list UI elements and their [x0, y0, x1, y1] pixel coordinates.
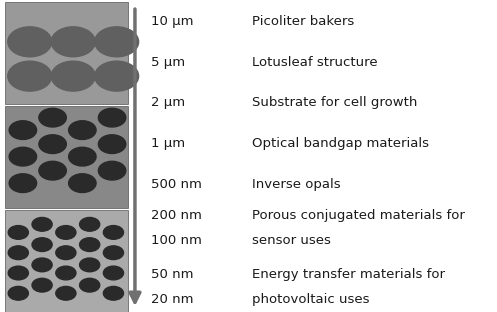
Text: sensor uses: sensor uses [251, 234, 331, 247]
Circle shape [32, 238, 52, 251]
Circle shape [8, 246, 28, 260]
FancyBboxPatch shape [4, 2, 128, 104]
Text: Porous conjugated materials for: Porous conjugated materials for [251, 209, 465, 222]
Circle shape [80, 278, 100, 292]
Circle shape [80, 258, 100, 272]
Text: Energy transfer materials for: Energy transfer materials for [251, 268, 445, 281]
Text: 10 μm: 10 μm [151, 15, 193, 28]
FancyBboxPatch shape [4, 210, 128, 312]
Circle shape [9, 121, 37, 139]
Circle shape [32, 258, 52, 272]
Text: Inverse opals: Inverse opals [251, 178, 340, 191]
Circle shape [51, 27, 95, 57]
Text: 2 μm: 2 μm [151, 96, 185, 110]
Text: photovoltaic uses: photovoltaic uses [251, 293, 369, 306]
Text: 1 μm: 1 μm [151, 137, 185, 150]
Circle shape [80, 238, 100, 251]
FancyBboxPatch shape [4, 106, 128, 208]
Circle shape [56, 246, 76, 260]
Circle shape [98, 135, 126, 154]
Circle shape [39, 161, 66, 180]
Circle shape [69, 174, 96, 193]
Circle shape [103, 246, 124, 260]
Circle shape [32, 217, 52, 231]
Circle shape [98, 108, 126, 127]
Text: 5 μm: 5 μm [151, 56, 185, 69]
Circle shape [80, 217, 100, 231]
Text: 200 nm: 200 nm [151, 209, 202, 222]
Circle shape [56, 226, 76, 239]
Circle shape [8, 27, 52, 57]
Circle shape [9, 147, 37, 166]
Circle shape [69, 121, 96, 139]
Circle shape [8, 266, 28, 280]
Text: 100 nm: 100 nm [151, 234, 202, 247]
Circle shape [103, 226, 124, 239]
Text: 500 nm: 500 nm [151, 178, 202, 191]
Text: Lotusleaf structure: Lotusleaf structure [251, 56, 377, 69]
Circle shape [103, 286, 124, 300]
Text: 50 nm: 50 nm [151, 268, 193, 281]
Circle shape [56, 266, 76, 280]
Circle shape [9, 174, 37, 193]
Text: Substrate for cell growth: Substrate for cell growth [251, 96, 417, 110]
Circle shape [103, 266, 124, 280]
Circle shape [8, 61, 52, 91]
Circle shape [51, 61, 95, 91]
Text: 20 nm: 20 nm [151, 293, 193, 306]
Text: Optical bandgap materials: Optical bandgap materials [251, 137, 428, 150]
Circle shape [98, 161, 126, 180]
Circle shape [8, 226, 28, 239]
Circle shape [95, 27, 139, 57]
Circle shape [32, 278, 52, 292]
Circle shape [39, 108, 66, 127]
Circle shape [95, 61, 139, 91]
Circle shape [56, 286, 76, 300]
Circle shape [8, 286, 28, 300]
Circle shape [69, 147, 96, 166]
Text: Picoliter bakers: Picoliter bakers [251, 15, 354, 28]
Circle shape [39, 135, 66, 154]
